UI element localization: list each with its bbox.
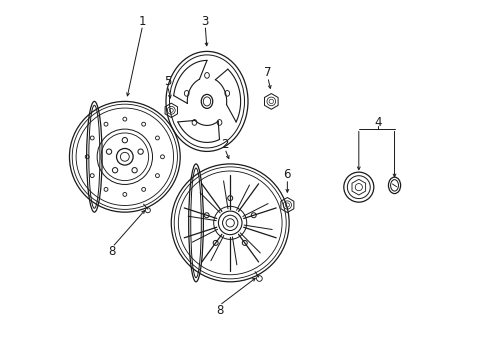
Text: 3: 3 xyxy=(201,14,208,27)
Text: 2: 2 xyxy=(221,138,228,151)
Text: 1: 1 xyxy=(139,14,146,27)
Text: 7: 7 xyxy=(264,66,271,79)
Text: 4: 4 xyxy=(374,116,382,129)
Text: 8: 8 xyxy=(108,245,116,258)
Text: 6: 6 xyxy=(283,168,290,181)
Text: 5: 5 xyxy=(163,75,171,88)
Text: 8: 8 xyxy=(215,304,223,317)
